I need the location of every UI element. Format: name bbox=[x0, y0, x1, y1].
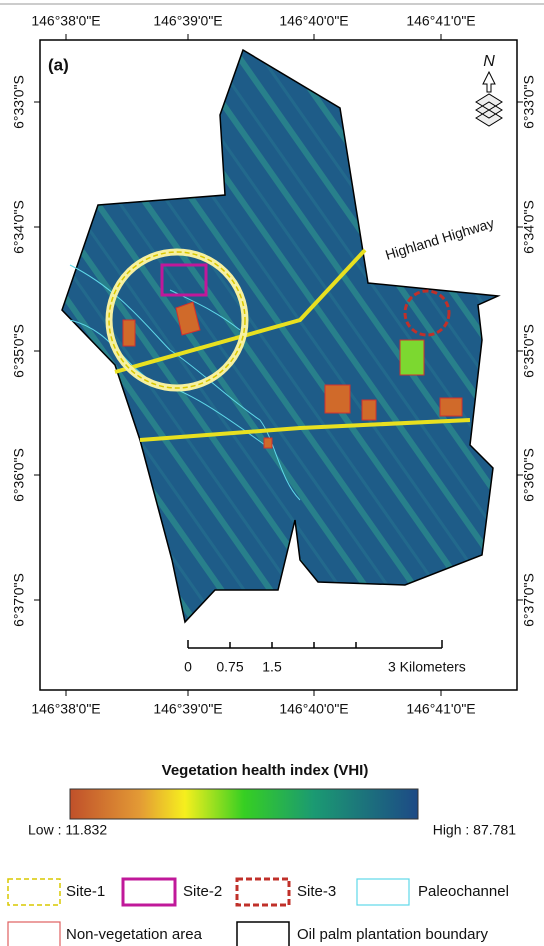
scale-label: 0.75 bbox=[216, 659, 243, 675]
page: 146°38'0"E 146°39'0"E 146°40'0"E 146°41'… bbox=[0, 0, 544, 946]
coord-label: 6°35'0"S bbox=[11, 324, 27, 378]
scale-label: 0 bbox=[184, 659, 192, 675]
key-label: Site-3 bbox=[297, 883, 336, 900]
key-site-3 bbox=[237, 879, 289, 905]
key-label: Site-2 bbox=[183, 883, 222, 900]
coord-label: 146°38'0"E bbox=[31, 13, 100, 29]
colorbar-high: High : 87.781 bbox=[433, 822, 516, 838]
key-label: Site-1 bbox=[66, 883, 105, 900]
key-label: Oil palm plantation boundary bbox=[297, 926, 488, 943]
coord-label: 146°40'0"E bbox=[279, 701, 348, 717]
coord-label: 146°39'0"E bbox=[153, 701, 222, 717]
coord-label: 6°35'0"S bbox=[521, 324, 537, 378]
panel-label: (a) bbox=[48, 55, 69, 74]
key: Site-1 Site-2 Site-3 Paleochannel Non-ve… bbox=[8, 879, 509, 946]
key-label: Non-vegetation area bbox=[66, 926, 203, 943]
coord-label: 6°37'0"S bbox=[11, 573, 27, 627]
key-site-2 bbox=[123, 879, 175, 905]
right-coords: 6°33'0"S 6°34'0"S 6°35'0"S 6°36'0"S 6°37… bbox=[521, 75, 537, 627]
key-boundary bbox=[237, 922, 289, 946]
coord-label: 6°34'0"S bbox=[11, 200, 27, 254]
coord-label: 6°37'0"S bbox=[521, 573, 537, 627]
coord-label: 6°34'0"S bbox=[521, 200, 537, 254]
scale-label: 3 Kilometers bbox=[388, 659, 466, 675]
coord-label: 146°38'0"E bbox=[31, 701, 100, 717]
coord-label: 6°33'0"S bbox=[11, 75, 27, 129]
coord-label: 146°41'0"E bbox=[406, 13, 475, 29]
bottom-coords: 146°38'0"E 146°39'0"E 146°40'0"E 146°41'… bbox=[31, 701, 475, 717]
key-non-vegetation bbox=[8, 922, 60, 946]
scale-label: 1.5 bbox=[262, 659, 282, 675]
coord-label: 146°39'0"E bbox=[153, 13, 222, 29]
top-coords: 146°38'0"E 146°39'0"E 146°40'0"E 146°41'… bbox=[31, 13, 475, 29]
coord-label: 146°40'0"E bbox=[279, 13, 348, 29]
north-label: N bbox=[483, 53, 495, 70]
coord-label: 6°36'0"S bbox=[11, 448, 27, 502]
key-site-1 bbox=[8, 879, 60, 905]
colorbar-low: Low : 11.832 bbox=[28, 822, 107, 838]
coord-label: 6°33'0"S bbox=[521, 75, 537, 129]
colorbar bbox=[70, 789, 418, 819]
key-paleochannel bbox=[357, 879, 409, 905]
legend-title: Vegetation health index (VHI) bbox=[162, 762, 369, 779]
key-label: Paleochannel bbox=[418, 883, 509, 900]
coord-label: 146°41'0"E bbox=[406, 701, 475, 717]
left-coords: 6°33'0"S 6°34'0"S 6°35'0"S 6°36'0"S 6°37… bbox=[11, 75, 27, 627]
coord-label: 6°36'0"S bbox=[521, 448, 537, 502]
